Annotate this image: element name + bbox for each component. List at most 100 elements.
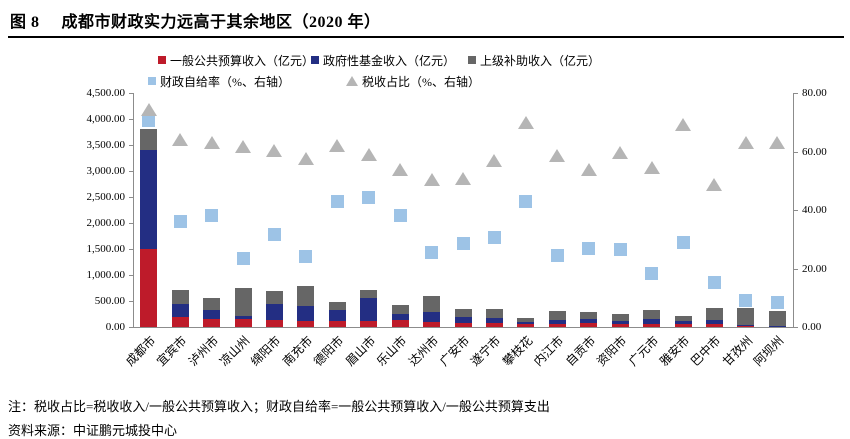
tax-share-marker	[769, 136, 786, 150]
tax-share-marker	[737, 136, 754, 150]
tax-share-marker	[235, 139, 251, 153]
self-sufficiency-marker	[142, 114, 156, 128]
y-axis-tick	[129, 197, 133, 198]
self-sufficiency-marker	[267, 228, 281, 242]
tax-share-marker	[455, 171, 471, 185]
bar-segment-gov-fund-revenue	[768, 325, 786, 327]
right-axis-tick	[794, 151, 798, 153]
bar-segment-superior-subsidy	[328, 301, 346, 310]
bar-segment-budget-revenue	[328, 321, 346, 327]
bar-segment-budget-revenue	[234, 318, 252, 327]
bar-segment-budget-revenue	[517, 323, 535, 327]
tax-share-marker	[580, 162, 597, 176]
bar-segment-gov-fund-revenue	[611, 320, 629, 325]
bar-segment-superior-subsidy	[391, 305, 409, 315]
y-axis-tick	[129, 93, 133, 94]
y-axis-tick-label: 3,000.00	[86, 165, 126, 177]
bar-segment-superior-subsidy	[674, 316, 692, 322]
bar-segment-budget-revenue	[391, 319, 409, 327]
legend-item-superior-subsidy: 上级补助收入（亿元）	[468, 52, 600, 68]
bar-segment-budget-revenue	[171, 317, 189, 327]
legend-label: 财政自给率（%、右轴）	[160, 74, 290, 89]
tax-share-marker	[706, 177, 723, 191]
bar-segment-budget-revenue	[265, 320, 283, 327]
bar-segment-gov-fund-revenue	[171, 303, 189, 318]
self-sufficiency-marker	[362, 190, 376, 204]
bar-segment-gov-fund-revenue	[423, 312, 441, 322]
bar-segment-superior-subsidy	[705, 308, 723, 321]
bar-segment-budget-revenue	[611, 324, 629, 327]
y-axis-tick	[129, 119, 133, 120]
superior-subsidy-swatch-icon	[468, 56, 476, 64]
bar-segment-budget-revenue	[548, 323, 566, 327]
legend-label: 税收占比（%、右轴）	[362, 74, 480, 89]
bar-segment-superior-subsidy	[360, 289, 378, 299]
chart-note: 注：税收占比=税收收入/一般公共预算收入；财政自给率=一般公共预算收入/一般公共…	[8, 399, 550, 414]
y-axis-tick	[129, 327, 133, 328]
right-axis-tick-label: 80.00	[802, 87, 827, 99]
bar-segment-gov-fund-revenue	[485, 318, 503, 323]
self-sufficiency-marker	[205, 209, 219, 223]
bar-segment-gov-fund-revenue	[454, 317, 472, 323]
bar-segment-superior-subsidy	[297, 285, 315, 307]
y-axis-tick	[129, 301, 133, 302]
bar-segment-gov-fund-revenue	[643, 319, 661, 324]
right-axis-tick-label: 60.00	[802, 145, 827, 158]
y-axis-tick-label: 0.00	[105, 321, 125, 333]
tax-share-marker	[517, 115, 534, 129]
bar-segment-gov-fund-revenue	[517, 322, 535, 324]
tax-share-marker	[423, 172, 440, 186]
self-sufficiency-marker	[456, 237, 470, 251]
bar-segment-gov-fund-revenue	[360, 298, 378, 322]
self-sufficiency-swatch-icon	[148, 77, 156, 85]
bar-segment-superior-subsidy	[234, 287, 252, 316]
bar-segment-gov-fund-revenue	[391, 314, 409, 320]
self-sufficiency-marker	[425, 245, 439, 259]
tax-share-marker	[360, 147, 377, 161]
chart-source: 资料来源：中证鹏元城投中心	[8, 423, 178, 438]
bar-segment-superior-subsidy	[265, 291, 283, 305]
tax-share-marker	[643, 161, 660, 175]
bar-segment-budget-revenue	[203, 319, 221, 327]
self-sufficiency-marker	[676, 235, 690, 249]
bar-segment-superior-subsidy	[611, 314, 629, 321]
tax-share-marker	[172, 133, 189, 147]
self-sufficiency-marker	[582, 241, 596, 255]
y-axis-tick	[129, 275, 133, 276]
right-axis-tick	[794, 327, 798, 328]
self-sufficiency-marker	[613, 242, 627, 256]
y-axis-tick-label: 3,500.00	[86, 139, 126, 151]
self-sufficiency-marker	[173, 215, 187, 229]
bar-segment-superior-subsidy	[203, 297, 221, 311]
bar-segment-superior-subsidy	[485, 308, 503, 319]
bar-segment-budget-revenue	[485, 322, 503, 327]
tax-share-marker	[266, 143, 283, 157]
y-axis-tick	[129, 145, 133, 146]
tax-share-marker	[297, 152, 314, 166]
bar-segment-superior-subsidy	[423, 296, 441, 313]
bar-segment-superior-subsidy	[580, 311, 598, 320]
self-sufficiency-marker	[487, 231, 501, 245]
right-axis-tick-label: 20.00	[802, 262, 827, 275]
bar-segment-budget-revenue	[423, 321, 441, 327]
bar-segment-superior-subsidy	[548, 310, 566, 320]
figure-title: 图 8 成都市财政实力远高于其余地区（2020 年）	[10, 8, 381, 32]
y-axis-tick-label: 1,000.00	[86, 269, 126, 281]
tax-share-marker	[140, 102, 157, 116]
bar-segment-gov-fund-revenue	[737, 324, 755, 326]
y-axis-tick	[129, 249, 133, 250]
y-axis-tick-label: 1,500.00	[86, 243, 126, 255]
bar-segment-budget-revenue	[768, 326, 786, 328]
bar-segment-superior-subsidy	[454, 308, 472, 318]
tax-share-marker	[329, 138, 346, 152]
budget-revenue-swatch-icon	[158, 56, 166, 64]
right-axis-tick	[794, 210, 798, 211]
tax-share-marker	[486, 153, 503, 167]
bar-segment-superior-subsidy	[517, 318, 535, 323]
bar-segment-gov-fund-revenue	[140, 149, 158, 249]
bar-segment-budget-revenue	[297, 321, 315, 327]
bar-segment-gov-fund-revenue	[674, 321, 692, 325]
bar-segment-budget-revenue	[580, 322, 598, 327]
tax-share-marker	[675, 118, 691, 132]
